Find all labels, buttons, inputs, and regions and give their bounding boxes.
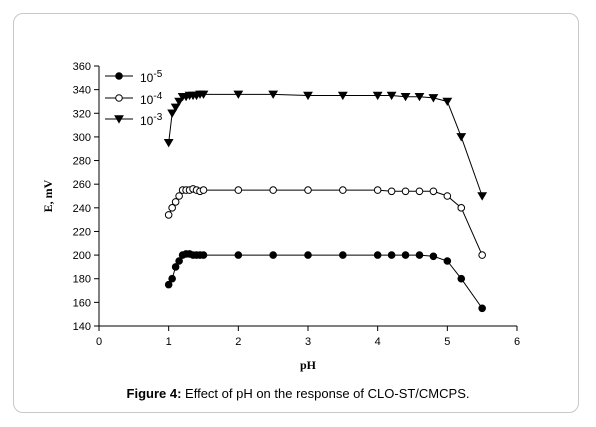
data-point [303,91,313,101]
data-point [167,109,178,118]
y-tick-label: 160 [73,297,91,309]
data-point [339,186,347,194]
x-axis-label: pH [300,358,317,372]
data-point [199,251,208,259]
x-tick-label: 0 [96,336,102,348]
series-line [168,93,483,197]
data-point [442,97,453,107]
x-tick-label: 4 [375,336,381,348]
legend-marker [115,94,123,102]
data-point [443,192,452,200]
data-point [234,186,243,194]
x-tick-label: 5 [444,336,450,348]
y-tick-label: 180 [73,274,91,286]
legend-entry: 10-5 [140,69,163,85]
data-point [456,133,467,142]
series-line [168,253,483,309]
chart: 140 160 180 200 220 240 260 280 300 320 340 360 0 1 2 3… [41,61,520,372]
data-point [269,251,277,259]
data-point [164,211,173,219]
data-point [401,187,410,196]
data-point [429,187,438,196]
data-point [478,304,486,313]
y-axis-label: E, mV [41,179,55,212]
data-point [171,263,180,271]
data-point [171,198,180,206]
data-point [174,97,185,107]
data-point [339,251,347,259]
data-point [163,139,174,148]
x-tick-label: 3 [305,336,311,348]
data-point [457,274,466,283]
data-point [168,274,176,283]
data-point [199,186,208,194]
caption-label: Figure 4: [126,386,182,401]
y-tick-label: 260 [73,179,91,191]
data-point [387,187,396,196]
data-point [269,186,277,194]
y-tick-label: 300 [73,132,91,144]
y-tick-label: 280 [73,156,91,168]
data-point [400,92,411,102]
data-point [373,251,382,259]
data-point [233,90,244,99]
x-tick-label: 1 [166,336,172,348]
data-point [477,192,488,201]
y-tick-label: 220 [73,226,91,238]
data-point [198,90,209,99]
legend-entry: 10-4 [140,91,163,107]
data-point [401,251,410,259]
data-point [373,186,382,194]
data-point [304,251,312,259]
legend-marker [114,115,124,124]
y-tick-label: 140 [73,321,91,333]
data-point [175,192,183,200]
data-point [428,94,439,103]
y-tick-label: 340 [73,85,91,97]
data-point [372,91,383,101]
data-point [478,251,486,259]
figure-caption: Figure 4: Effect of pH on the response o… [0,386,596,401]
data-point [443,257,452,265]
data-point [415,251,424,259]
data-point [387,251,396,259]
figure-frame [13,13,579,413]
data-point [234,251,243,259]
data-point [175,257,183,265]
caption-text: Effect of pH on the response of CLO-ST/C… [181,386,470,401]
y-tick-label: 360 [73,61,91,73]
data-point [304,186,312,194]
y-tick-label: 200 [73,250,91,262]
data-point [170,103,181,112]
y-tick-label: 240 [73,203,91,215]
x-tick-label: 6 [514,336,520,348]
x-tick-label: 2 [235,336,241,348]
data-point [414,92,425,102]
data-point [337,91,348,101]
legend-entry: 10-3 [140,112,163,128]
data-point [457,204,466,212]
data-point [386,91,397,101]
data-point [268,90,279,99]
data-point [415,187,424,196]
series-line [168,188,483,256]
data-point [429,252,438,261]
data-point [164,280,173,289]
legend-marker [115,72,123,80]
data-point [168,204,176,212]
y-tick-label: 320 [73,108,91,120]
